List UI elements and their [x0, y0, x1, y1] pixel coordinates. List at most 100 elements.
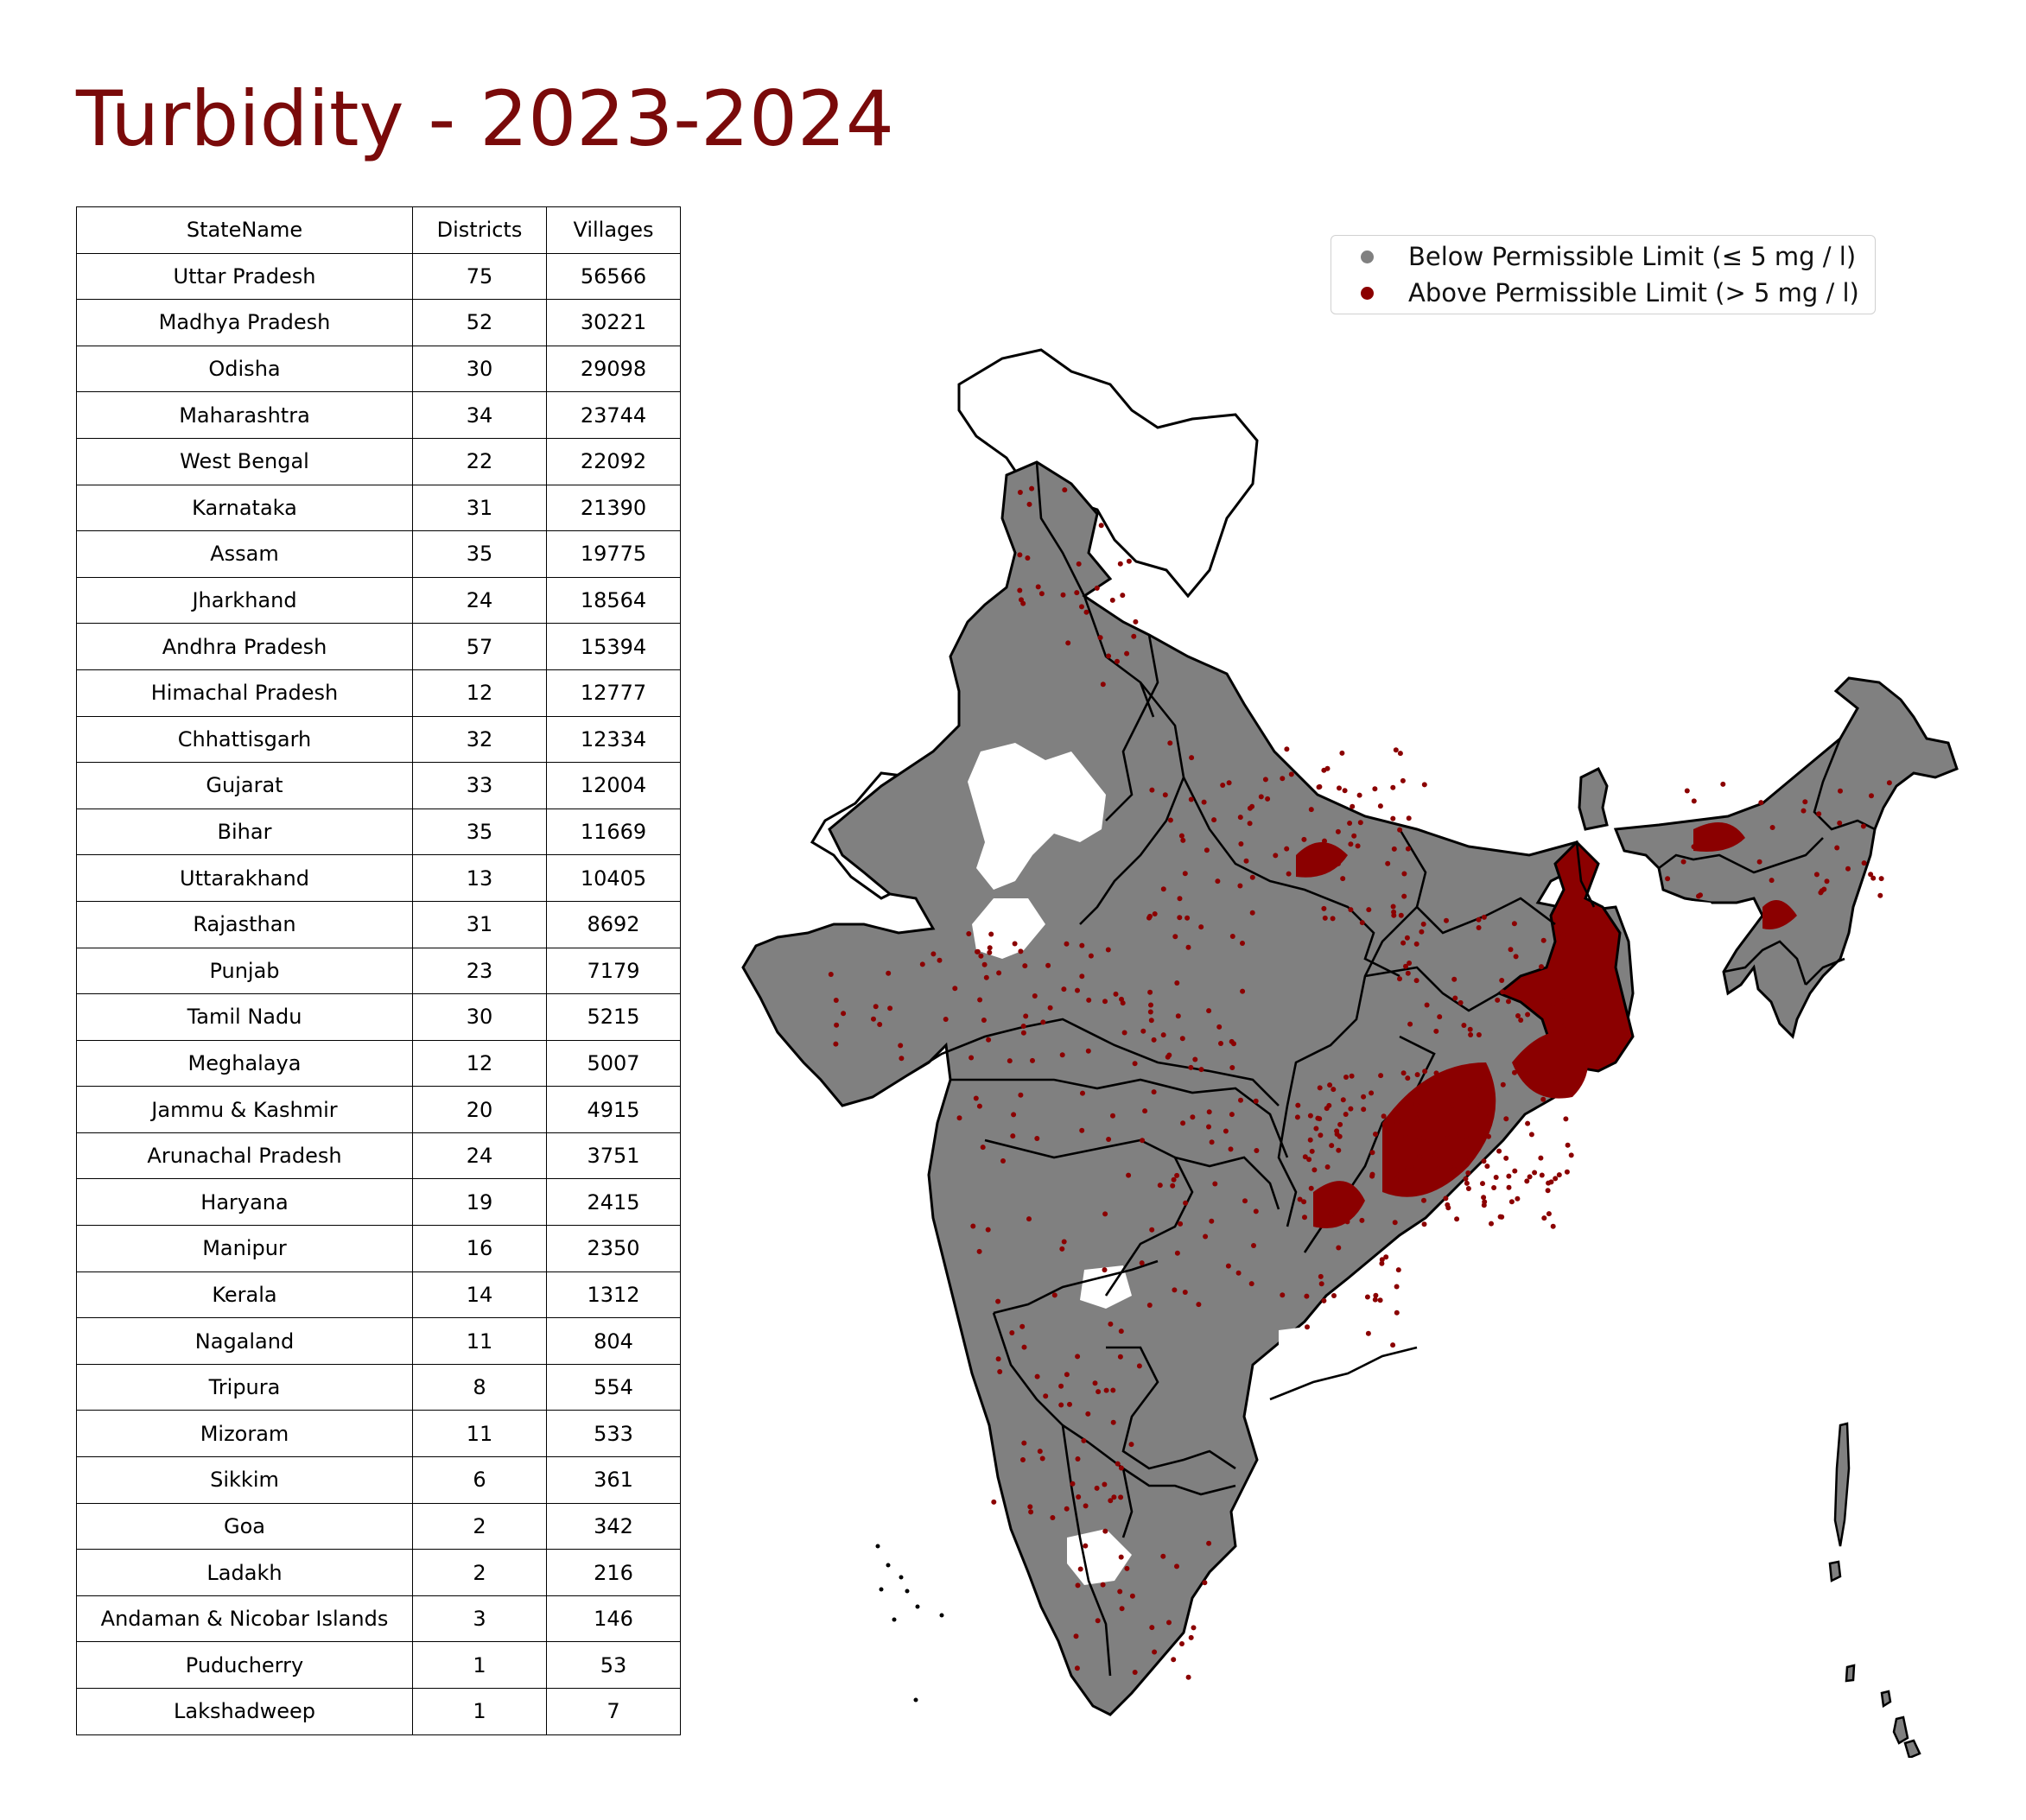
sample-point-above	[1493, 1175, 1499, 1180]
sample-point-above	[1020, 1030, 1026, 1036]
sample-point-above	[1486, 1133, 1491, 1139]
sample-point-above	[1064, 1506, 1070, 1512]
table-row: Lakshadweep 1 7	[76, 1688, 681, 1735]
sample-point-above	[976, 1248, 982, 1254]
cell-state-name: Madhya Pradesh	[76, 299, 413, 346]
sample-points-scatter	[828, 485, 1892, 1680]
sample-point-above	[1886, 780, 1892, 786]
cell-districts: 32	[412, 715, 547, 764]
sample-point-above	[1309, 1148, 1315, 1154]
sample-point-above	[1196, 1302, 1202, 1308]
sample-point-above	[1405, 1075, 1411, 1081]
sample-point-above	[1216, 1024, 1223, 1030]
sample-point-above	[1106, 653, 1112, 659]
sample-point-above	[1132, 1061, 1138, 1067]
sample-point-above	[1188, 1064, 1194, 1070]
sample-point-above	[1758, 800, 1764, 806]
sample-point-above	[1467, 1026, 1473, 1032]
sample-point-above	[1074, 1665, 1080, 1671]
sample-point-above	[1444, 917, 1449, 923]
sample-point-above	[1545, 1188, 1551, 1194]
sample-point-above	[1209, 1139, 1215, 1145]
sample-point-above	[1157, 1183, 1163, 1189]
sample-point-above	[1178, 833, 1184, 839]
sample-point-above	[1218, 1041, 1223, 1046]
sample-point-above	[1355, 843, 1361, 849]
sample-point-above	[1450, 1102, 1456, 1108]
cell-state-name: Uttarakhand	[76, 854, 413, 902]
sample-point-above	[1413, 941, 1419, 947]
sample-point-above	[1007, 1058, 1013, 1064]
sample-point-above	[1337, 1207, 1343, 1213]
sample-point-above	[1340, 1097, 1346, 1103]
sample-point-above	[1523, 1071, 1529, 1077]
cell-state-name: Mizoram	[76, 1410, 413, 1458]
cell-districts: 34	[412, 391, 547, 439]
sample-point-above	[1020, 1024, 1026, 1029]
cell-districts: 30	[412, 993, 547, 1041]
sample-point-above	[1337, 785, 1342, 791]
sample-point-above	[1174, 1563, 1179, 1570]
sample-point-above	[1413, 1165, 1419, 1171]
table-header-row: StateName Districts Villages	[76, 206, 681, 254]
cell-districts: 31	[412, 900, 547, 948]
cell-state-name: Himachal Pradesh	[76, 669, 413, 717]
sample-point-above	[1308, 1185, 1314, 1191]
sample-point-above	[1327, 1082, 1333, 1088]
sample-point-above	[996, 970, 1002, 976]
sample-point-above	[1184, 915, 1191, 921]
sample-point-above	[1318, 1281, 1324, 1287]
sample-point-above	[1512, 1168, 1518, 1174]
sample-point-above	[1445, 1131, 1450, 1137]
sample-point-above	[1390, 815, 1396, 821]
sample-point-above	[1110, 1419, 1116, 1425]
sample-point-above	[1769, 878, 1775, 884]
sample-point-above	[1301, 836, 1307, 842]
cell-state-name: Sikkim	[76, 1456, 413, 1504]
sample-point-above	[1550, 1001, 1556, 1007]
sample-point-above	[1117, 1354, 1123, 1360]
india-map	[741, 348, 1959, 1758]
sample-point-above	[1518, 1018, 1524, 1023]
sample-point-above	[1691, 844, 1697, 850]
sample-point-above	[1497, 1214, 1503, 1220]
sample-point-above	[1140, 1138, 1146, 1144]
sample-point-above	[1100, 682, 1106, 688]
cell-villages: 216	[546, 1549, 681, 1596]
sample-point-above	[1067, 1401, 1072, 1407]
sample-point-above	[1426, 1137, 1432, 1143]
cell-state-name: Jharkhand	[76, 576, 413, 625]
sample-point-above	[1403, 963, 1408, 969]
sample-point-above	[1075, 1456, 1081, 1462]
sample-point-above	[1201, 799, 1207, 805]
sample-point-above	[1330, 916, 1336, 922]
sample-point-above	[1359, 920, 1365, 926]
sample-point-above	[1151, 1089, 1157, 1095]
legend-marker-above	[1361, 286, 1374, 300]
sample-point-above	[1321, 1297, 1327, 1303]
sample-point-above	[1342, 788, 1348, 794]
sample-point-above	[1452, 995, 1458, 1001]
sample-point-above	[1816, 811, 1822, 817]
sample-point-above	[1373, 1132, 1378, 1137]
legend-item-below: Below Permissible Limit (≤ 5 mg / l)	[1331, 238, 1856, 275]
cell-villages: 23744	[546, 391, 681, 439]
sample-point-above	[1102, 1211, 1108, 1217]
cell-districts: 2	[412, 1549, 547, 1596]
sample-point-above	[1468, 1093, 1474, 1099]
sample-point-above	[1378, 1073, 1384, 1079]
sample-point-above	[1179, 1036, 1185, 1042]
sample-point-above	[1029, 485, 1035, 491]
sample-point-above	[1515, 1195, 1521, 1202]
sample-point-above	[1421, 1221, 1427, 1227]
sample-point-above	[1188, 796, 1194, 802]
sample-point-above	[1174, 1172, 1180, 1178]
sample-point-above	[1147, 913, 1153, 919]
sample-point-above	[1124, 650, 1130, 656]
sample-point-above	[1366, 907, 1372, 913]
sample-point-above	[1247, 821, 1253, 827]
sample-point-above	[1076, 1494, 1082, 1500]
sample-point-above	[1349, 1073, 1355, 1079]
cell-state-name: Ladakh	[76, 1549, 413, 1596]
sample-point-above	[1467, 1157, 1473, 1163]
